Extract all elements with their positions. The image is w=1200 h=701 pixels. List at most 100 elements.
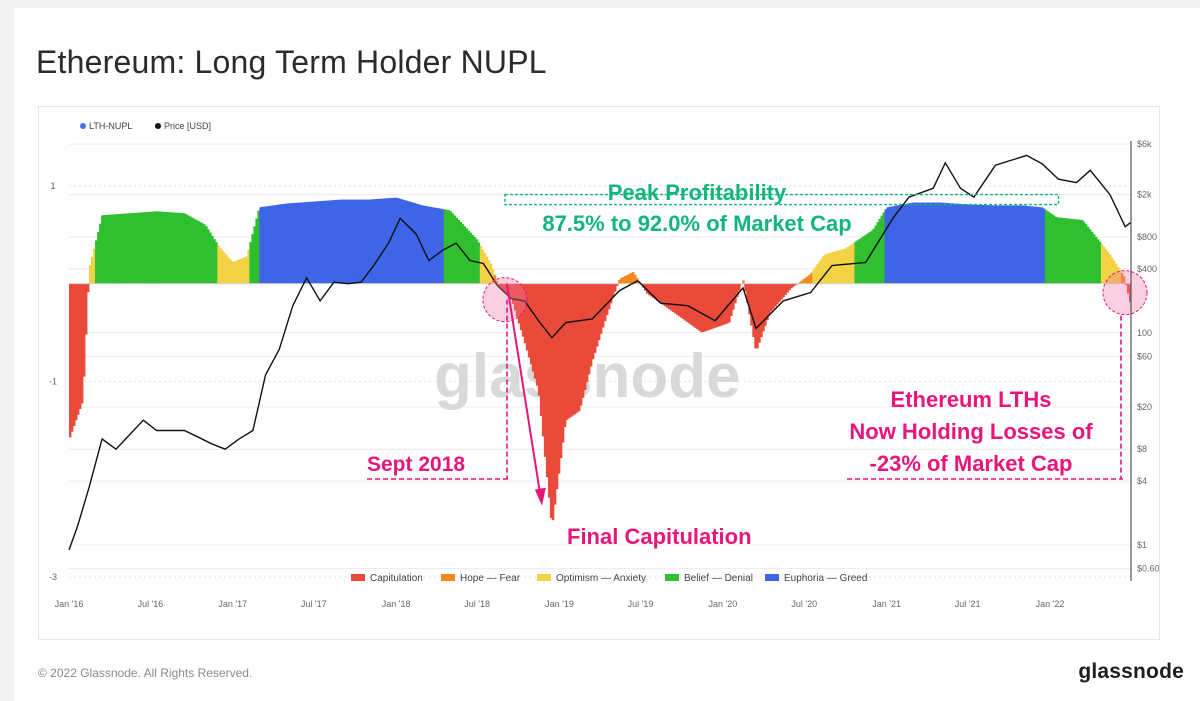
nupl-bar (523, 283, 527, 344)
nupl-bar (507, 283, 511, 297)
nupl-bar (173, 212, 176, 284)
nupl-bar (205, 226, 208, 284)
nupl-bar (225, 254, 228, 284)
nupl-bar (69, 283, 72, 438)
nupl-bar (333, 200, 336, 284)
nupl-bar (191, 217, 194, 284)
nupl-bar (814, 267, 817, 284)
gridlines (69, 143, 1131, 578)
nupl-bar (569, 283, 573, 417)
nupl-bar (874, 225, 877, 284)
nupl-bar (215, 242, 218, 284)
nupl-bar (143, 212, 146, 284)
nupl-bar (776, 283, 779, 305)
nupl-bar (311, 201, 314, 284)
nupl-bar (547, 283, 551, 498)
nupl-bar (654, 283, 657, 300)
nupl-bar (1110, 257, 1114, 284)
nupl-bar (385, 198, 388, 284)
nupl-bar (375, 199, 378, 284)
nupl-bar (720, 283, 723, 326)
nupl-bar (545, 283, 549, 478)
nupl-bar (271, 205, 274, 284)
nupl-bar (1010, 205, 1014, 284)
nupl-bar (595, 283, 599, 347)
nupl-bar (754, 283, 757, 349)
y-right-tick-label: $0.60 (1137, 564, 1159, 574)
nupl-bar (209, 232, 212, 284)
legend-top-swatch (155, 123, 161, 129)
nupl-bar (712, 283, 715, 329)
nupl-bar (1106, 251, 1110, 284)
nupl-bar (698, 283, 701, 331)
nupl-bar (922, 202, 926, 284)
nupl-bar (587, 283, 591, 375)
nupl-bar (1086, 226, 1090, 284)
nupl-bar (127, 213, 130, 284)
nupl-bar (257, 210, 260, 284)
nupl-bar (1112, 260, 1116, 284)
nupl-bar (591, 283, 595, 360)
nupl-bar (680, 283, 683, 318)
nupl-bar (920, 202, 923, 284)
nupl-bar (279, 204, 282, 284)
nupl-bar (553, 283, 557, 505)
final-capitulation-label: Final Capitulation (567, 524, 752, 549)
nupl-bar (531, 283, 535, 372)
nupl-bar (672, 283, 675, 313)
nupl-bar (355, 199, 358, 284)
nupl-bar (445, 209, 449, 284)
nupl-bar (986, 205, 990, 284)
nupl-bar (347, 199, 350, 284)
nupl-bar (1060, 217, 1064, 284)
nupl-bar (435, 207, 439, 284)
nupl-bar (1096, 239, 1100, 284)
nupl-bar (111, 214, 114, 284)
nupl-bar (495, 280, 499, 284)
nupl-bar (862, 236, 865, 284)
nupl-bar (770, 283, 773, 312)
nupl-bar (117, 214, 120, 284)
nupl-bar (383, 198, 386, 284)
nupl-bar (1024, 205, 1028, 284)
nupl-bar (624, 276, 627, 284)
x-tick-label: Jul '21 (955, 599, 981, 609)
y-right-tick-label: $800 (1137, 232, 1157, 242)
nupl-bar (149, 211, 152, 284)
nupl-bar (431, 207, 435, 284)
nupl-bar (856, 240, 859, 284)
nupl-bar (83, 283, 86, 377)
nupl-bar (453, 215, 457, 284)
nupl-bar (405, 200, 409, 284)
nupl-bar (1126, 283, 1130, 294)
legend-bottom-swatch (537, 574, 551, 581)
nupl-bar (329, 200, 332, 284)
nupl-bar (219, 248, 222, 284)
nupl-bar (1072, 219, 1076, 284)
nupl-bar (708, 283, 711, 330)
nupl-bar (952, 203, 956, 284)
nupl-bar (1062, 218, 1066, 284)
nupl-bar (439, 208, 443, 284)
nupl-bar (868, 232, 871, 284)
nupl-bar (373, 199, 376, 284)
nupl-bar (565, 283, 569, 420)
nupl-bar (207, 229, 210, 284)
nupl-bar (822, 255, 825, 284)
nupl-bar (183, 213, 186, 284)
nupl-bar (634, 274, 637, 284)
nupl-bar (742, 280, 745, 284)
nupl-bar (846, 247, 849, 284)
nupl-bar (469, 232, 473, 284)
nupl-bar (357, 199, 360, 284)
y-right-tick-label: $1 (1137, 540, 1147, 550)
nupl-bar (189, 216, 192, 284)
nupl-bar (577, 283, 581, 412)
nupl-bar (351, 199, 354, 284)
nupl-bar (832, 251, 835, 284)
nupl-bar (678, 283, 681, 317)
y-right-tick-label: $4 (1137, 476, 1147, 486)
nupl-bar (517, 283, 521, 324)
nupl-bar (618, 280, 621, 284)
